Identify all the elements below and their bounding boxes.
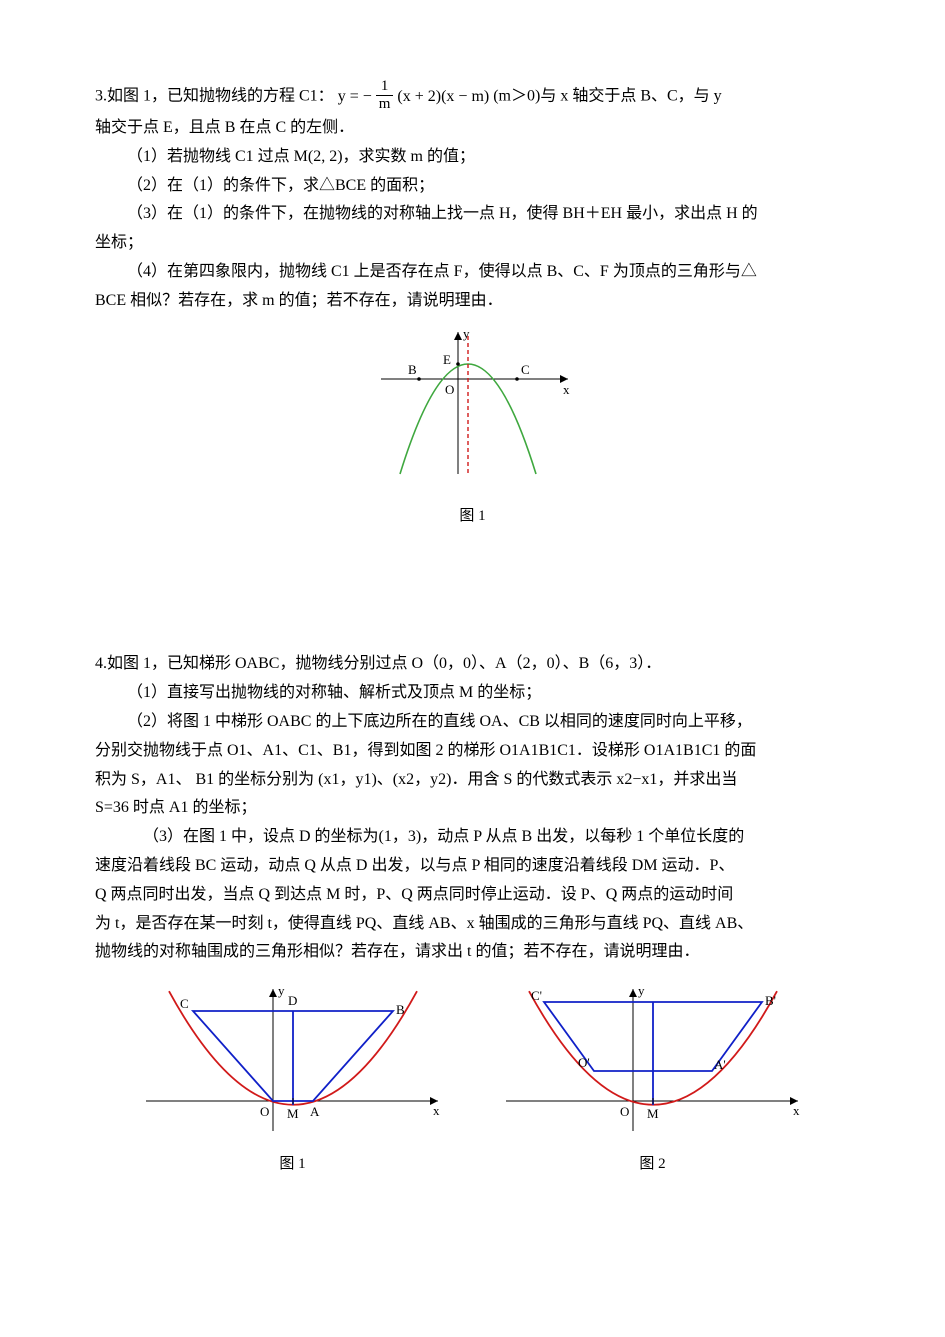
- q3-line1b-text: (m＞0)与 x 轴交于点 B、C，与 y: [493, 88, 721, 105]
- q4f1-label-A: A: [310, 1104, 320, 1119]
- q3-line1a-text: 3.如图 1，已知抛物线的方程 C1：: [95, 88, 334, 105]
- q4f2-label-Cp: C': [531, 988, 542, 1003]
- q3-part4a: （4）在第四象限内，抛物线 C1 上是否存在点 F，使得以点 B、C、F 为顶点…: [95, 258, 850, 287]
- q4-part3a: （3）在图 1 中，设点 D 的坐标为(1，3)，动点 P 从点 B 出发，以每…: [95, 823, 850, 852]
- q4-figure2: y x C' B' O' A' O M: [498, 981, 808, 1136]
- q4f2-label-Bp: B': [765, 993, 776, 1008]
- q4-part1: （1）直接写出抛物线的对称轴、解析式及顶点 M 的坐标；: [95, 679, 850, 708]
- q4f1-label-y: y: [278, 983, 285, 998]
- q3-label-x: x: [563, 382, 570, 397]
- q3-label-B: B: [408, 362, 417, 377]
- q3-figure: y x E B C O: [363, 324, 583, 489]
- q4f1-label-D: D: [288, 993, 297, 1008]
- q4-part3c: Q 两点同时出发，当点 Q 到达点 M 时，P、Q 两点同时停止运动．设 P、Q…: [95, 881, 850, 910]
- spacer: [95, 560, 850, 650]
- question-3: 3.如图 1，已知抛物线的方程 C1： y = − 1 m (x + 2)(x …: [95, 80, 850, 530]
- q4f1-label-C: C: [180, 996, 189, 1011]
- page-content: 3.如图 1，已知抛物线的方程 C1： y = − 1 m (x + 2)(x …: [0, 0, 945, 1268]
- q4-part3d: 为 t，是否存在某一时刻 t，使得直线 PQ、直线 AB、x 轴围成的三角形与直…: [95, 910, 850, 939]
- q4-part2a: （2）将图 1 中梯形 OABC 的上下底边所在的直线 OA、CB 以相同的速度…: [95, 708, 850, 737]
- q3-formula-suffix: (x + 2)(x − m): [397, 88, 489, 105]
- q3-frac-num: 1: [376, 78, 394, 96]
- q3-part2: （2）在（1）的条件下，求△BCE 的面积；: [95, 172, 850, 201]
- q4-part2d: S=36 时点 A1 的坐标；: [95, 794, 850, 823]
- q3-figure-caption: 图 1: [95, 503, 850, 530]
- q3-part3a: （3）在（1）的条件下，在抛物线的对称轴上找一点 H，使得 BH＋EH 最小，求…: [95, 200, 850, 229]
- q4-line1: 4.如图 1，已知梯形 OABC，抛物线分别过点 O（0，0）、A（2，0）、B…: [95, 650, 850, 679]
- q4f1-label-O: O: [260, 1104, 269, 1119]
- q3-label-E: E: [443, 352, 451, 367]
- q3-part1: （1）若抛物线 C1 过点 M(2, 2)，求实数 m 的值；: [95, 143, 850, 172]
- q3-label-O: O: [445, 382, 454, 397]
- q3-part4b: BCE 相似？若存在，求 m 的值；若不存在，请说明理由．: [95, 287, 850, 316]
- q3-part3b: 坐标；: [95, 229, 850, 258]
- q4f1-label-B: B: [396, 1002, 405, 1017]
- q4-figure1-wrap: y x C D B O M A 图 1: [138, 981, 448, 1178]
- q4-figures-row: y x C D B O M A 图 1: [95, 981, 850, 1178]
- q4f2-label-y: y: [638, 983, 645, 998]
- q4-part2b: 分别交抛物线于点 O1、A1、C1、B1，得到如图 2 的梯形 O1A1B1C1…: [95, 737, 850, 766]
- q4-figure2-wrap: y x C' B' O' A' O M 图 2: [498, 981, 808, 1178]
- q3-formula-prefix: y = −: [338, 88, 372, 105]
- q4f2-label-O: O: [620, 1104, 629, 1119]
- q4-part3b: 速度沿着线段 BC 运动，动点 Q 从点 D 出发，以与点 P 相同的速度沿着线…: [95, 852, 850, 881]
- q4f1-label-x: x: [433, 1103, 440, 1118]
- q4-part3e: 抛物线的对称轴围成的三角形相似？若存在，请求出 t 的值；若不存在，请说明理由．: [95, 938, 850, 967]
- q3-line2: 轴交于点 E，且点 B 在点 C 的左侧．: [95, 114, 850, 143]
- q4f2-label-x: x: [793, 1103, 800, 1118]
- q3-label-C: C: [521, 362, 530, 377]
- q4-figure2-caption: 图 2: [498, 1151, 808, 1178]
- q4f2-label-M: M: [647, 1106, 659, 1121]
- q4f2-label-Ap: A': [714, 1057, 726, 1072]
- q4f2-label-Op: O': [578, 1055, 590, 1070]
- q3-figure-wrap: y x E B C O 图 1: [95, 324, 850, 531]
- question-4: 4.如图 1，已知梯形 OABC，抛物线分别过点 O（0，0）、A（2，0）、B…: [95, 650, 850, 1178]
- q4-part2c: 积为 S，A1、 B1 的坐标分别为 (x1，y1)、(x2，y2)．用含 S …: [95, 766, 850, 795]
- q3-frac-den: m: [376, 96, 394, 113]
- q3-line1: 3.如图 1，已知抛物线的方程 C1： y = − 1 m (x + 2)(x …: [95, 80, 850, 114]
- q4-figure1: y x C D B O M A: [138, 981, 448, 1136]
- q3-formula: y = − 1 m (x + 2)(x − m): [338, 88, 494, 105]
- q3-fraction: 1 m: [376, 78, 394, 112]
- q3-label-y: y: [463, 326, 470, 341]
- q4-figure1-caption: 图 1: [138, 1151, 448, 1178]
- q4f1-label-M: M: [287, 1106, 299, 1121]
